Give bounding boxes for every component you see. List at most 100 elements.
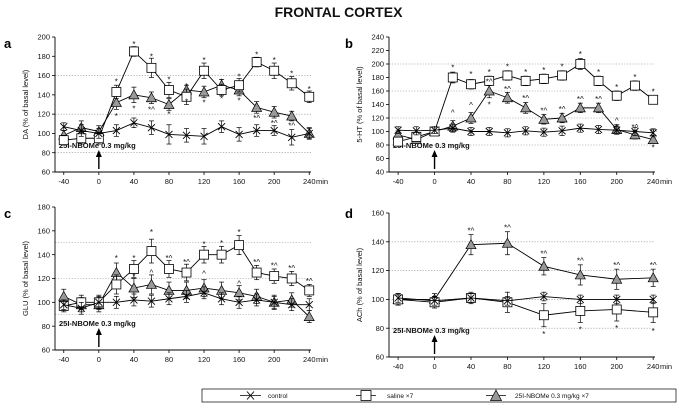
marker-stroke	[649, 295, 657, 304]
data-point-saline	[466, 79, 476, 90]
y-tick-label: 160	[371, 87, 384, 96]
marker-stroke	[576, 295, 585, 304]
y-tick-label: 120	[371, 114, 384, 123]
panel-letter: b	[345, 36, 353, 51]
y-tick-label: 120	[37, 110, 50, 119]
data-point-saline	[557, 70, 567, 81]
panel-letter: d	[345, 206, 353, 221]
data-point-control	[182, 131, 191, 140]
panel-b: b 40 60 80 100 120 140 160 180 200 220 240 -40 0 40 80 1…	[345, 33, 672, 186]
significance-mark: *^	[577, 95, 584, 104]
marker-stroke	[394, 294, 402, 302]
panel-letter: a	[4, 36, 12, 51]
y-tick-label: 140	[371, 100, 384, 109]
significance-mark: *^	[632, 123, 639, 132]
x-unit-label: min	[660, 362, 672, 371]
y-tick-label: 80	[42, 148, 50, 157]
data-point-control	[612, 295, 621, 304]
data-point-saline	[538, 310, 549, 321]
x-tick-label: 120	[538, 177, 551, 186]
y-tick-label: 120	[371, 266, 384, 275]
y-tick-label: 200	[371, 60, 384, 69]
data-point-saline	[286, 273, 297, 284]
significance-mark: *^	[271, 261, 278, 270]
y-tick-label: 180	[37, 52, 50, 61]
significance-mark: *	[290, 70, 293, 79]
marker-stroke	[270, 298, 278, 307]
marker-stroke	[200, 288, 208, 297]
y-tick-label: 220	[371, 46, 384, 55]
significance-mark: *^	[306, 277, 313, 286]
data-point-control	[631, 127, 639, 136]
marker-stroke	[612, 126, 621, 134]
data-point-saline	[199, 65, 209, 76]
data-point-control	[235, 130, 243, 139]
significance-mark: *^	[504, 85, 511, 94]
significance-mark: *	[633, 73, 636, 82]
data-point-drug	[163, 98, 175, 109]
series-line-drug	[398, 242, 654, 300]
x-tick-label: -40	[393, 177, 404, 186]
marker-stroke	[130, 296, 138, 304]
data-point-control	[430, 297, 439, 305]
data-point-control	[130, 119, 138, 127]
series-control	[394, 291, 657, 306]
significance-mark: ^	[451, 109, 455, 118]
marker-stroke	[394, 126, 402, 134]
data-point-drug	[465, 112, 477, 123]
y-tick-label: 80	[42, 322, 50, 331]
data-point-drug	[286, 110, 298, 121]
data-point-control	[521, 127, 530, 135]
y-tick-label: 180	[371, 73, 384, 82]
y-axis-label: GLU (% of basal level)	[21, 240, 30, 316]
data-point-drug	[501, 92, 514, 103]
y-tick-label: 140	[37, 250, 50, 259]
significance-mark: *^	[595, 95, 602, 104]
series-control	[59, 286, 314, 315]
marker-stroke	[217, 122, 226, 131]
data-point-saline	[630, 80, 640, 91]
data-point-drug	[198, 86, 210, 97]
data-point-saline	[251, 267, 262, 278]
significance-mark: *^	[253, 258, 260, 267]
x-tick-label: 0	[97, 177, 101, 186]
significance-mark: *	[561, 63, 564, 72]
data-point-drug	[128, 282, 140, 293]
x-tick-label: 40	[467, 177, 475, 186]
significance-mark: *^	[613, 261, 620, 270]
series-control	[394, 123, 657, 138]
marker-stroke	[631, 127, 639, 136]
significance-mark: *	[238, 97, 241, 106]
data-point-drug	[128, 89, 140, 100]
data-point-saline	[538, 73, 549, 84]
significance-mark: ^	[237, 279, 241, 288]
x-tick-label: 80	[165, 177, 173, 186]
data-point-control	[165, 294, 173, 303]
x-tick-label: -40	[58, 355, 69, 364]
data-point-control	[485, 127, 494, 136]
marker-stroke	[147, 297, 156, 305]
data-point-control	[235, 298, 243, 307]
data-point-saline	[129, 46, 139, 57]
data-point-drug	[303, 310, 315, 321]
y-axis-label: DA (% of basal level)	[21, 69, 30, 139]
data-point-saline	[593, 75, 604, 86]
data-point-saline	[234, 80, 245, 91]
significance-mark: ^	[150, 269, 154, 278]
y-tick-label: 80	[376, 141, 384, 150]
treatment-label: 25I-NBOMe 0.3 mg/kg	[59, 319, 136, 328]
data-point-saline	[216, 249, 227, 260]
series-saline	[58, 46, 315, 146]
data-point-control	[182, 292, 191, 301]
significance-mark: ^	[469, 101, 473, 110]
marker-stroke	[287, 300, 296, 309]
marker-stroke	[252, 126, 261, 135]
x-tick-label: 200	[610, 362, 623, 371]
marker-stroke	[521, 127, 530, 135]
y-tick-label: 60	[42, 168, 50, 177]
data-point-control	[576, 295, 585, 304]
series-saline	[393, 58, 659, 147]
data-point-control	[394, 126, 402, 134]
legend-drug-label: 25I-NBOMe 0.3 mg/kg ×7	[515, 393, 589, 400]
